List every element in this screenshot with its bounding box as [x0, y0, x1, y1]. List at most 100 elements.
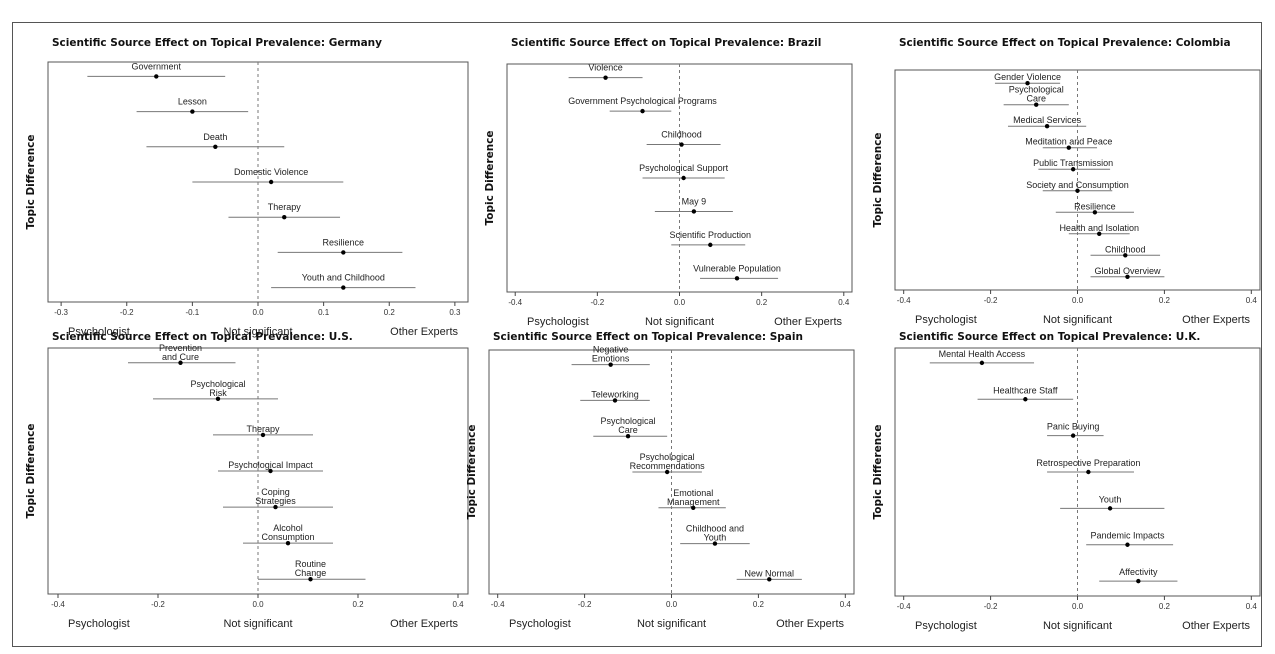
- estimate-point: [612, 398, 618, 403]
- topic-row: Healthcare Staff: [977, 385, 1074, 402]
- x-tick-label: -0.2: [590, 298, 604, 307]
- estimate-point: [178, 360, 183, 365]
- y-axis-label: Topic Difference: [872, 132, 884, 227]
- topic-label: Mental Health Access: [939, 349, 1026, 359]
- topic-row: Psychological Risk: [153, 379, 278, 402]
- topic-row: Therapy: [228, 202, 341, 220]
- estimate-point: [1125, 542, 1130, 547]
- estimate-point: [268, 468, 273, 474]
- estimate-point: [213, 144, 218, 149]
- estimate-point: [273, 504, 278, 510]
- not-significant-label: Not significant: [1043, 620, 1112, 632]
- estimate-point: [268, 179, 274, 185]
- topic-row: Scientific Production: [670, 230, 752, 248]
- x-tick-label: -0.1: [185, 308, 199, 317]
- estimate-point: [712, 541, 718, 546]
- estimate-point: [1136, 578, 1141, 584]
- estimate-point: [734, 276, 740, 281]
- chart-panel-6: Scientific Source Effect on Topical Prev…: [872, 331, 1261, 632]
- topic-row: Affectivity: [1099, 567, 1178, 584]
- topic-row: Negative Emotions: [571, 345, 650, 367]
- other-experts-label: Other Experts: [1182, 314, 1250, 326]
- topic-label: Retrospective Preparation: [1036, 458, 1140, 468]
- chart-panel-5: Scientific Source Effect on Topical Prev…: [466, 331, 855, 630]
- topic-row: Panic Buying: [1047, 422, 1104, 438]
- estimate-point: [285, 540, 291, 546]
- topic-label: Government Psychological Programs: [568, 96, 717, 106]
- y-axis-label: Topic Difference: [25, 423, 37, 518]
- x-tick-label: 0.4: [452, 600, 464, 609]
- chart-panel-3: Scientific Source Effect on Topical Prev…: [872, 37, 1261, 326]
- topic-label: Healthcare Staff: [993, 385, 1058, 395]
- topic-label: Health and Isolation: [1059, 223, 1139, 233]
- x-tick-label: 0.0: [1072, 602, 1084, 611]
- topic-row: Prevention and Cure: [128, 343, 236, 365]
- topic-label: Lesson: [178, 97, 207, 107]
- topic-label: Affectivity: [1119, 567, 1158, 577]
- topic-label: Emotional Management: [667, 488, 720, 507]
- topic-row: Psychological Care: [1003, 85, 1069, 107]
- topic-row: Youth and Childhood: [271, 273, 416, 290]
- estimate-point: [1092, 210, 1098, 215]
- topic-label: May 9: [682, 196, 707, 206]
- topic-row: Childhood and Youth: [680, 524, 750, 546]
- estimate-point: [691, 505, 696, 510]
- topic-label: Therapy: [268, 202, 302, 212]
- psychologist-label: Psychologist: [527, 316, 589, 328]
- psychologist-label: Psychologist: [915, 314, 977, 326]
- x-tick-label: -0.2: [984, 602, 998, 611]
- x-tick-label: 0.2: [1159, 296, 1171, 305]
- topic-row: Gender Violence: [994, 72, 1061, 86]
- topic-row: Mental Health Access: [929, 349, 1035, 366]
- x-tick-label: 0.0: [1072, 296, 1084, 305]
- estimate-point: [979, 360, 985, 366]
- topic-label: Gender Violence: [994, 72, 1061, 82]
- x-tick-label: 0.2: [352, 600, 364, 609]
- topic-label: Routine Change: [295, 559, 327, 578]
- x-tick-label: -0.3: [54, 308, 68, 317]
- estimate-point: [1070, 167, 1076, 172]
- topic-label: Psychological Care: [601, 416, 656, 435]
- topic-label: Youth: [1099, 494, 1122, 504]
- topic-row: Teleworking: [580, 389, 650, 403]
- y-axis-label: Topic Difference: [25, 134, 37, 229]
- topic-row: Society and Consumption: [1026, 180, 1129, 193]
- not-significant-label: Not significant: [637, 618, 706, 630]
- estimate-point: [260, 432, 266, 438]
- estimate-point: [1025, 81, 1030, 86]
- topic-row: Psychological Impact: [218, 460, 323, 474]
- y-axis-label: Topic Difference: [872, 424, 884, 519]
- topic-label: New Normal: [745, 568, 795, 578]
- topic-label: Scientific Production: [670, 230, 752, 240]
- not-significant-label: Not significant: [645, 316, 714, 328]
- x-tick-label: -0.2: [578, 600, 592, 609]
- psychologist-label: Psychologist: [68, 326, 130, 338]
- psychologist-label: Psychologist: [68, 618, 130, 630]
- topic-label: Society and Consumption: [1026, 180, 1129, 190]
- estimate-point: [679, 142, 684, 147]
- topic-label: Therapy: [246, 424, 280, 434]
- estimate-point: [1023, 397, 1028, 402]
- topic-row: Resilience: [1055, 201, 1134, 215]
- topic-label: Childhood: [661, 130, 702, 140]
- estimate-point: [608, 362, 613, 367]
- x-tick-label: 0.4: [840, 600, 852, 609]
- x-tick-label: -0.4: [897, 296, 911, 305]
- estimate-point: [308, 577, 313, 582]
- estimate-point: [603, 75, 608, 80]
- topic-row: Psychological Support: [639, 163, 729, 181]
- topic-label: Coping Strategies: [255, 487, 296, 506]
- figure-frame: [12, 22, 1262, 647]
- estimate-point: [625, 434, 631, 439]
- estimate-point: [681, 175, 686, 181]
- x-tick-label: 0.0: [252, 600, 264, 609]
- x-tick-label: -0.4: [897, 602, 911, 611]
- other-experts-label: Other Experts: [390, 326, 458, 338]
- topic-label: Panic Buying: [1047, 422, 1100, 432]
- topic-row: Childhood: [1090, 244, 1161, 258]
- topic-row: Pandemic Impacts: [1086, 531, 1174, 547]
- topic-row: Coping Strategies: [223, 487, 333, 510]
- topic-label: Domestic Violence: [234, 167, 308, 177]
- topic-label: Global Overview: [1094, 266, 1161, 276]
- estimate-point: [190, 109, 195, 114]
